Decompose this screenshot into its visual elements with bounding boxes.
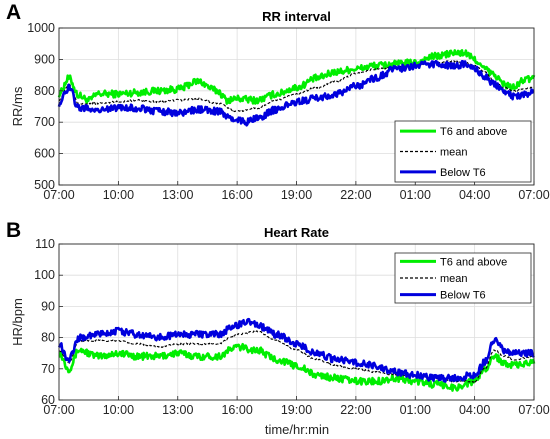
x-tick-label: 04:00: [459, 188, 490, 202]
y-tick-label: 900: [34, 52, 55, 66]
x-tick-label: 07:00: [518, 188, 549, 202]
y-tick-label: 80: [41, 331, 55, 345]
legend-entry: T6 and above: [440, 126, 507, 138]
x-tick-label: 16:00: [221, 188, 252, 202]
x-tick-label: 07:00: [43, 403, 74, 417]
x-tick-label: 04:00: [459, 403, 490, 417]
x-tick-label: 19:00: [281, 403, 312, 417]
y-tick-label: 60: [41, 393, 55, 407]
series-line-t6-and-above: [57, 49, 536, 105]
legend-entry: mean: [440, 273, 468, 285]
x-tick-label: 01:00: [400, 403, 431, 417]
y-axis-label: RR/ms: [10, 86, 25, 126]
legend-entry: T6 and above: [440, 256, 507, 268]
panel-label-b: B: [6, 219, 21, 242]
x-tick-label: 16:00: [221, 403, 252, 417]
y-tick-label: 70: [41, 362, 55, 376]
y-tick-label: 100: [34, 268, 55, 282]
y-tick-label: 500: [34, 178, 55, 192]
x-tick-label: 07:00: [518, 403, 549, 417]
series-line-t6-and-above: [58, 342, 536, 392]
series-line-below-t6: [57, 59, 535, 127]
legend-entry: Below T6: [440, 167, 486, 179]
legend: T6 and above mean Below T6: [394, 252, 532, 304]
panel-b: 07:00 10:00 13:00 16:00 19:00 22:00 01:00 04:00…: [10, 225, 550, 417]
series-line-below-t6: [57, 317, 535, 383]
x-tick-label: 10:00: [103, 188, 134, 202]
series-line-mean: [58, 59, 535, 113]
x-tick-label: 22:00: [340, 403, 371, 417]
y-tick-label: 800: [34, 84, 55, 98]
legend-entry: Below T6: [440, 290, 486, 302]
y-tick-label: 90: [41, 299, 55, 313]
panel-label-a: A: [6, 1, 21, 24]
x-axis-label: time/hr:min: [265, 422, 329, 437]
chart-title: Heart Rate: [264, 225, 329, 240]
x-tick-label: 13:00: [162, 403, 193, 417]
y-tick-label: 1000: [27, 21, 55, 35]
y-axis-label: HR/bpm: [10, 298, 25, 346]
x-tick-label: 19:00: [281, 188, 312, 202]
panel-a: 07:00 10:00 13:00 16:00 19:00 22:00 01:00 04:00…: [10, 9, 550, 202]
x-tick-label: 07:00: [43, 188, 74, 202]
y-tick-label: 110: [35, 237, 55, 251]
x-tick-label: 13:00: [162, 188, 193, 202]
y-tick-label: 600: [34, 147, 55, 161]
legend-entry: mean: [440, 147, 468, 159]
x-tick-label: 01:00: [400, 188, 431, 202]
y-tick-label: 700: [34, 115, 55, 129]
x-tick-label: 22:00: [340, 188, 371, 202]
legend: T6 and above mean Below T6: [394, 120, 532, 183]
x-tick-label: 10:00: [103, 403, 134, 417]
chart-title: RR interval: [262, 9, 331, 24]
